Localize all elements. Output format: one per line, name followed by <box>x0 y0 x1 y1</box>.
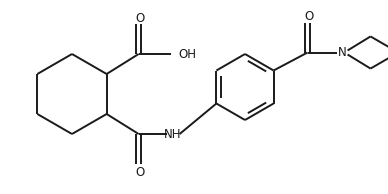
Text: OH: OH <box>178 48 197 61</box>
Text: O: O <box>135 12 144 25</box>
Text: O: O <box>135 166 144 179</box>
Text: NH: NH <box>164 128 182 141</box>
Text: N: N <box>338 47 347 60</box>
Text: O: O <box>304 10 313 23</box>
